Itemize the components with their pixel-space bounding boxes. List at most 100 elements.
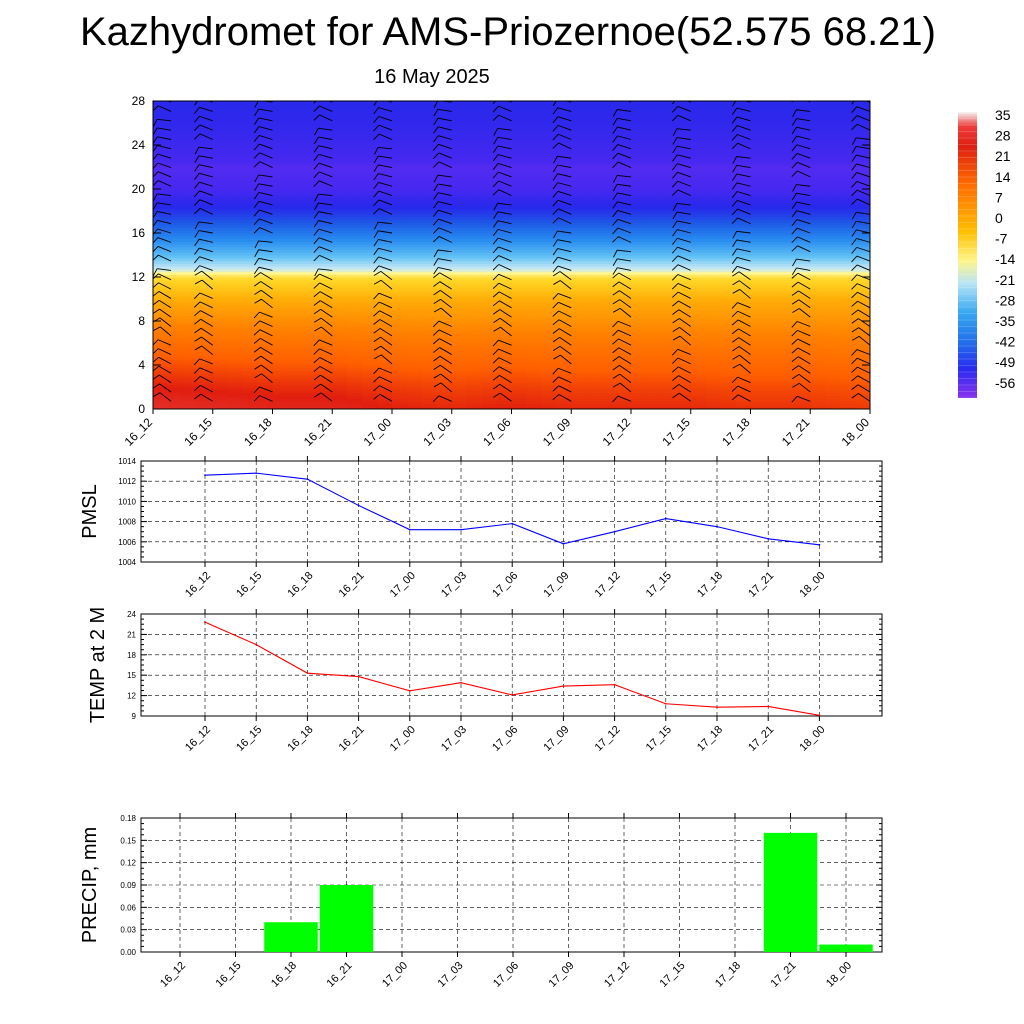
heatmap-cell	[556, 106, 572, 110]
heatmap-cell	[645, 156, 662, 160]
heatmap-cell	[197, 189, 214, 193]
heatmap-cell	[406, 244, 423, 248]
heatmap-cell	[750, 222, 767, 226]
heatmap-cell	[660, 376, 677, 380]
heatmap-cell	[481, 359, 498, 363]
heatmap-cell	[392, 392, 408, 396]
heatmap-cell	[153, 158, 169, 163]
heatmap-cell	[302, 169, 318, 174]
heatmap-cell	[167, 161, 184, 165]
heatmap-cell	[645, 186, 662, 190]
heatmap-cell	[511, 326, 528, 330]
heatmap-cell	[616, 304, 632, 308]
heatmap-cell	[436, 293, 453, 297]
heatmap-cell	[660, 194, 677, 198]
heatmap-cell	[496, 345, 513, 350]
heatmap-cell	[227, 241, 244, 245]
heatmap-cell	[287, 134, 303, 138]
heatmap-cell	[586, 282, 602, 286]
heatmap-cell	[541, 249, 557, 253]
heatmap-cell	[541, 340, 557, 344]
heatmap-cell	[571, 202, 587, 207]
heatmap-cell	[750, 373, 767, 377]
heatmap-cell	[421, 334, 438, 339]
heatmap-cell	[197, 205, 214, 209]
heatmap-cell	[750, 288, 767, 292]
heatmap-cell	[332, 147, 348, 152]
heatmap-cell	[242, 332, 259, 336]
heatmap-cell	[720, 340, 737, 344]
heatmap-cell	[466, 230, 483, 234]
heatmap-cell	[347, 156, 363, 160]
heatmap-cell	[242, 153, 259, 157]
heatmap-cell	[257, 244, 274, 248]
heatmap-cell	[436, 230, 453, 234]
heatmap-cell	[436, 400, 453, 405]
heatmap-cell	[556, 400, 572, 405]
heatmap-cell	[347, 260, 363, 264]
heatmap-cell	[466, 299, 483, 303]
heatmap-cell	[496, 304, 513, 308]
heatmap-cell	[735, 293, 752, 297]
heatmap-cell	[645, 310, 662, 314]
heatmap-cell	[631, 290, 647, 295]
heatmap-cell	[332, 356, 348, 361]
heatmap-cell	[406, 362, 423, 366]
heatmap-cell	[526, 145, 542, 149]
heatmap-cell	[481, 356, 498, 361]
heatmap-cell	[406, 400, 423, 405]
heatmap-cell	[451, 263, 468, 267]
heatmap-cell	[616, 213, 632, 218]
heatmap-cell	[601, 329, 617, 333]
heatmap-cell	[511, 257, 528, 262]
heatmap-cell	[287, 114, 303, 119]
heatmap-cell	[287, 175, 303, 179]
heatmap-cell	[541, 378, 557, 383]
heatmap-cell	[377, 310, 393, 314]
heatmap-cell	[631, 312, 647, 317]
heatmap-cell	[601, 252, 617, 256]
heatmap-cell	[526, 348, 542, 352]
heatmap-cell	[362, 310, 378, 314]
heatmap-cell	[362, 147, 378, 152]
heatmap-cell	[153, 365, 169, 369]
heatmap-cell	[466, 315, 483, 319]
heatmap-cell	[735, 150, 752, 154]
heatmap-cell	[556, 136, 572, 141]
heatmap-cell	[675, 106, 692, 110]
heatmap-cell	[257, 142, 274, 146]
heatmap-cell	[317, 153, 333, 157]
heatmap-cell	[795, 213, 811, 218]
heatmap-cell	[690, 233, 707, 237]
heatmap-cell	[496, 271, 513, 275]
heatmap-cell	[197, 378, 214, 383]
heatmap-cell	[317, 400, 333, 405]
heatmap-cell	[466, 224, 483, 229]
heatmap-cell	[481, 362, 498, 366]
heatmap-cell	[496, 101, 513, 105]
heatmap-cell	[690, 153, 707, 157]
heatmap-cell	[212, 202, 229, 207]
heatmap-cell	[272, 222, 289, 226]
heatmap-cell	[362, 156, 378, 160]
heatmap-cell	[541, 400, 557, 405]
heatmap-cell	[167, 351, 184, 355]
heatmap-cell	[705, 150, 722, 154]
heatmap-cell	[153, 257, 169, 262]
heatmap-cell	[541, 310, 557, 314]
heatmap-cell	[556, 103, 572, 108]
heatmap-cell	[750, 175, 767, 179]
heatmap-cell	[392, 389, 408, 394]
heatmap-cell	[317, 406, 333, 409]
heatmap-cell	[167, 230, 184, 234]
heatmap-cell	[511, 164, 528, 168]
heatmap-cell	[586, 373, 602, 377]
heatmap-cell	[197, 134, 214, 138]
heatmap-cell	[392, 186, 408, 190]
heatmap-cell	[586, 279, 602, 284]
heatmap-cell	[377, 106, 393, 110]
heatmap-cell	[436, 268, 453, 273]
heatmap-cell	[421, 348, 438, 352]
heatmap-cell	[466, 233, 483, 237]
heatmap-cell	[496, 279, 513, 284]
